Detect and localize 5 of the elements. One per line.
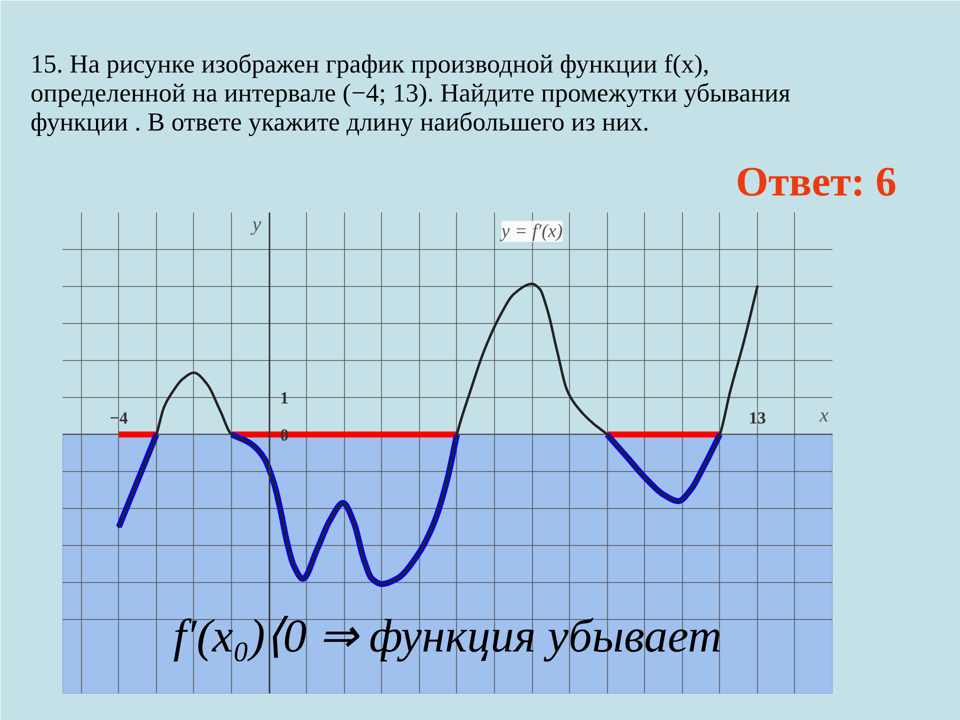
y-axis-title: y — [250, 214, 262, 236]
text: Ответ: 6 — [736, 160, 897, 206]
chart-title: 15. На рисунке изображен график производной функции f(x), определенной на интервале (−4; 13). Найдите промежутки убывания функции . В ответе укажите длину наибольшего из них. — [30, 50, 790, 136]
x-axis-title: x — [818, 404, 829, 426]
text: y = f′(x) — [499, 220, 563, 242]
